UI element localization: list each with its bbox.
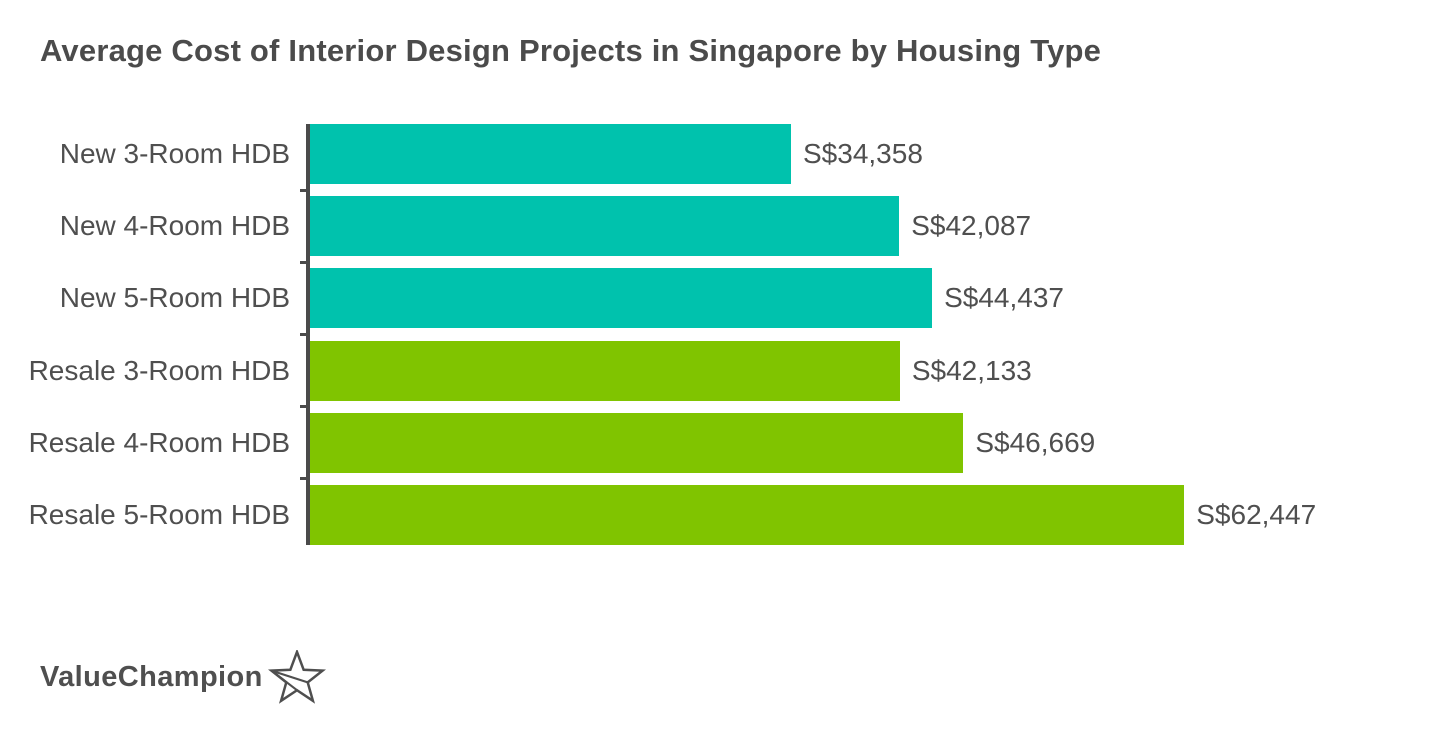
value-label: S$62,447 [1196, 498, 1317, 530]
axis-tick [300, 477, 306, 481]
bar-row: New 5-Room HDB S$44,437 [0, 268, 1440, 329]
axis-tick [300, 260, 306, 264]
y-axis-line [306, 124, 310, 545]
value-label: S$42,087 [911, 210, 1032, 242]
axis-tick [300, 188, 306, 192]
bar [310, 340, 900, 401]
bar-row: Resale 4-Room HDB S$46,669 [0, 412, 1440, 473]
plot-area: New 3-Room HDB S$34,358 New 4-Room HDB S$42… [0, 124, 1440, 557]
bar [310, 124, 791, 184]
value-label: S$46,669 [975, 426, 1096, 458]
bar-row: Resale 3-Room HDB S$42,133 [0, 340, 1440, 401]
bar-row: New 3-Room HDB S$34,358 [0, 124, 1440, 184]
category-label: New 5-Room HDB [59, 282, 290, 314]
category-label: Resale 5-Room HDB [28, 498, 290, 530]
bar [310, 412, 964, 473]
category-label: New 4-Room HDB [59, 210, 290, 242]
brand-logo-text: ValueChampion [40, 660, 263, 693]
category-label: Resale 4-Room HDB [28, 426, 290, 458]
bar [310, 484, 1185, 545]
bar-row: Resale 5-Room HDB S$62,447 [0, 484, 1440, 545]
bar [310, 268, 933, 329]
chart-title: Average Cost of Interior Design Projects… [40, 33, 1102, 68]
value-label: S$42,133 [911, 354, 1032, 386]
category-label: New 3-Room HDB [59, 138, 290, 169]
bar-row: New 4-Room HDB S$42,087 [0, 196, 1440, 257]
brand-logo: ValueChampion [40, 650, 326, 704]
axis-tick [300, 405, 306, 409]
star-icon [267, 650, 326, 704]
value-label: S$44,437 [944, 282, 1064, 314]
value-label: S$34,358 [803, 138, 923, 169]
axis-tick [300, 333, 306, 336]
category-label: Resale 3-Room HDB [28, 354, 290, 386]
bar [310, 196, 900, 257]
